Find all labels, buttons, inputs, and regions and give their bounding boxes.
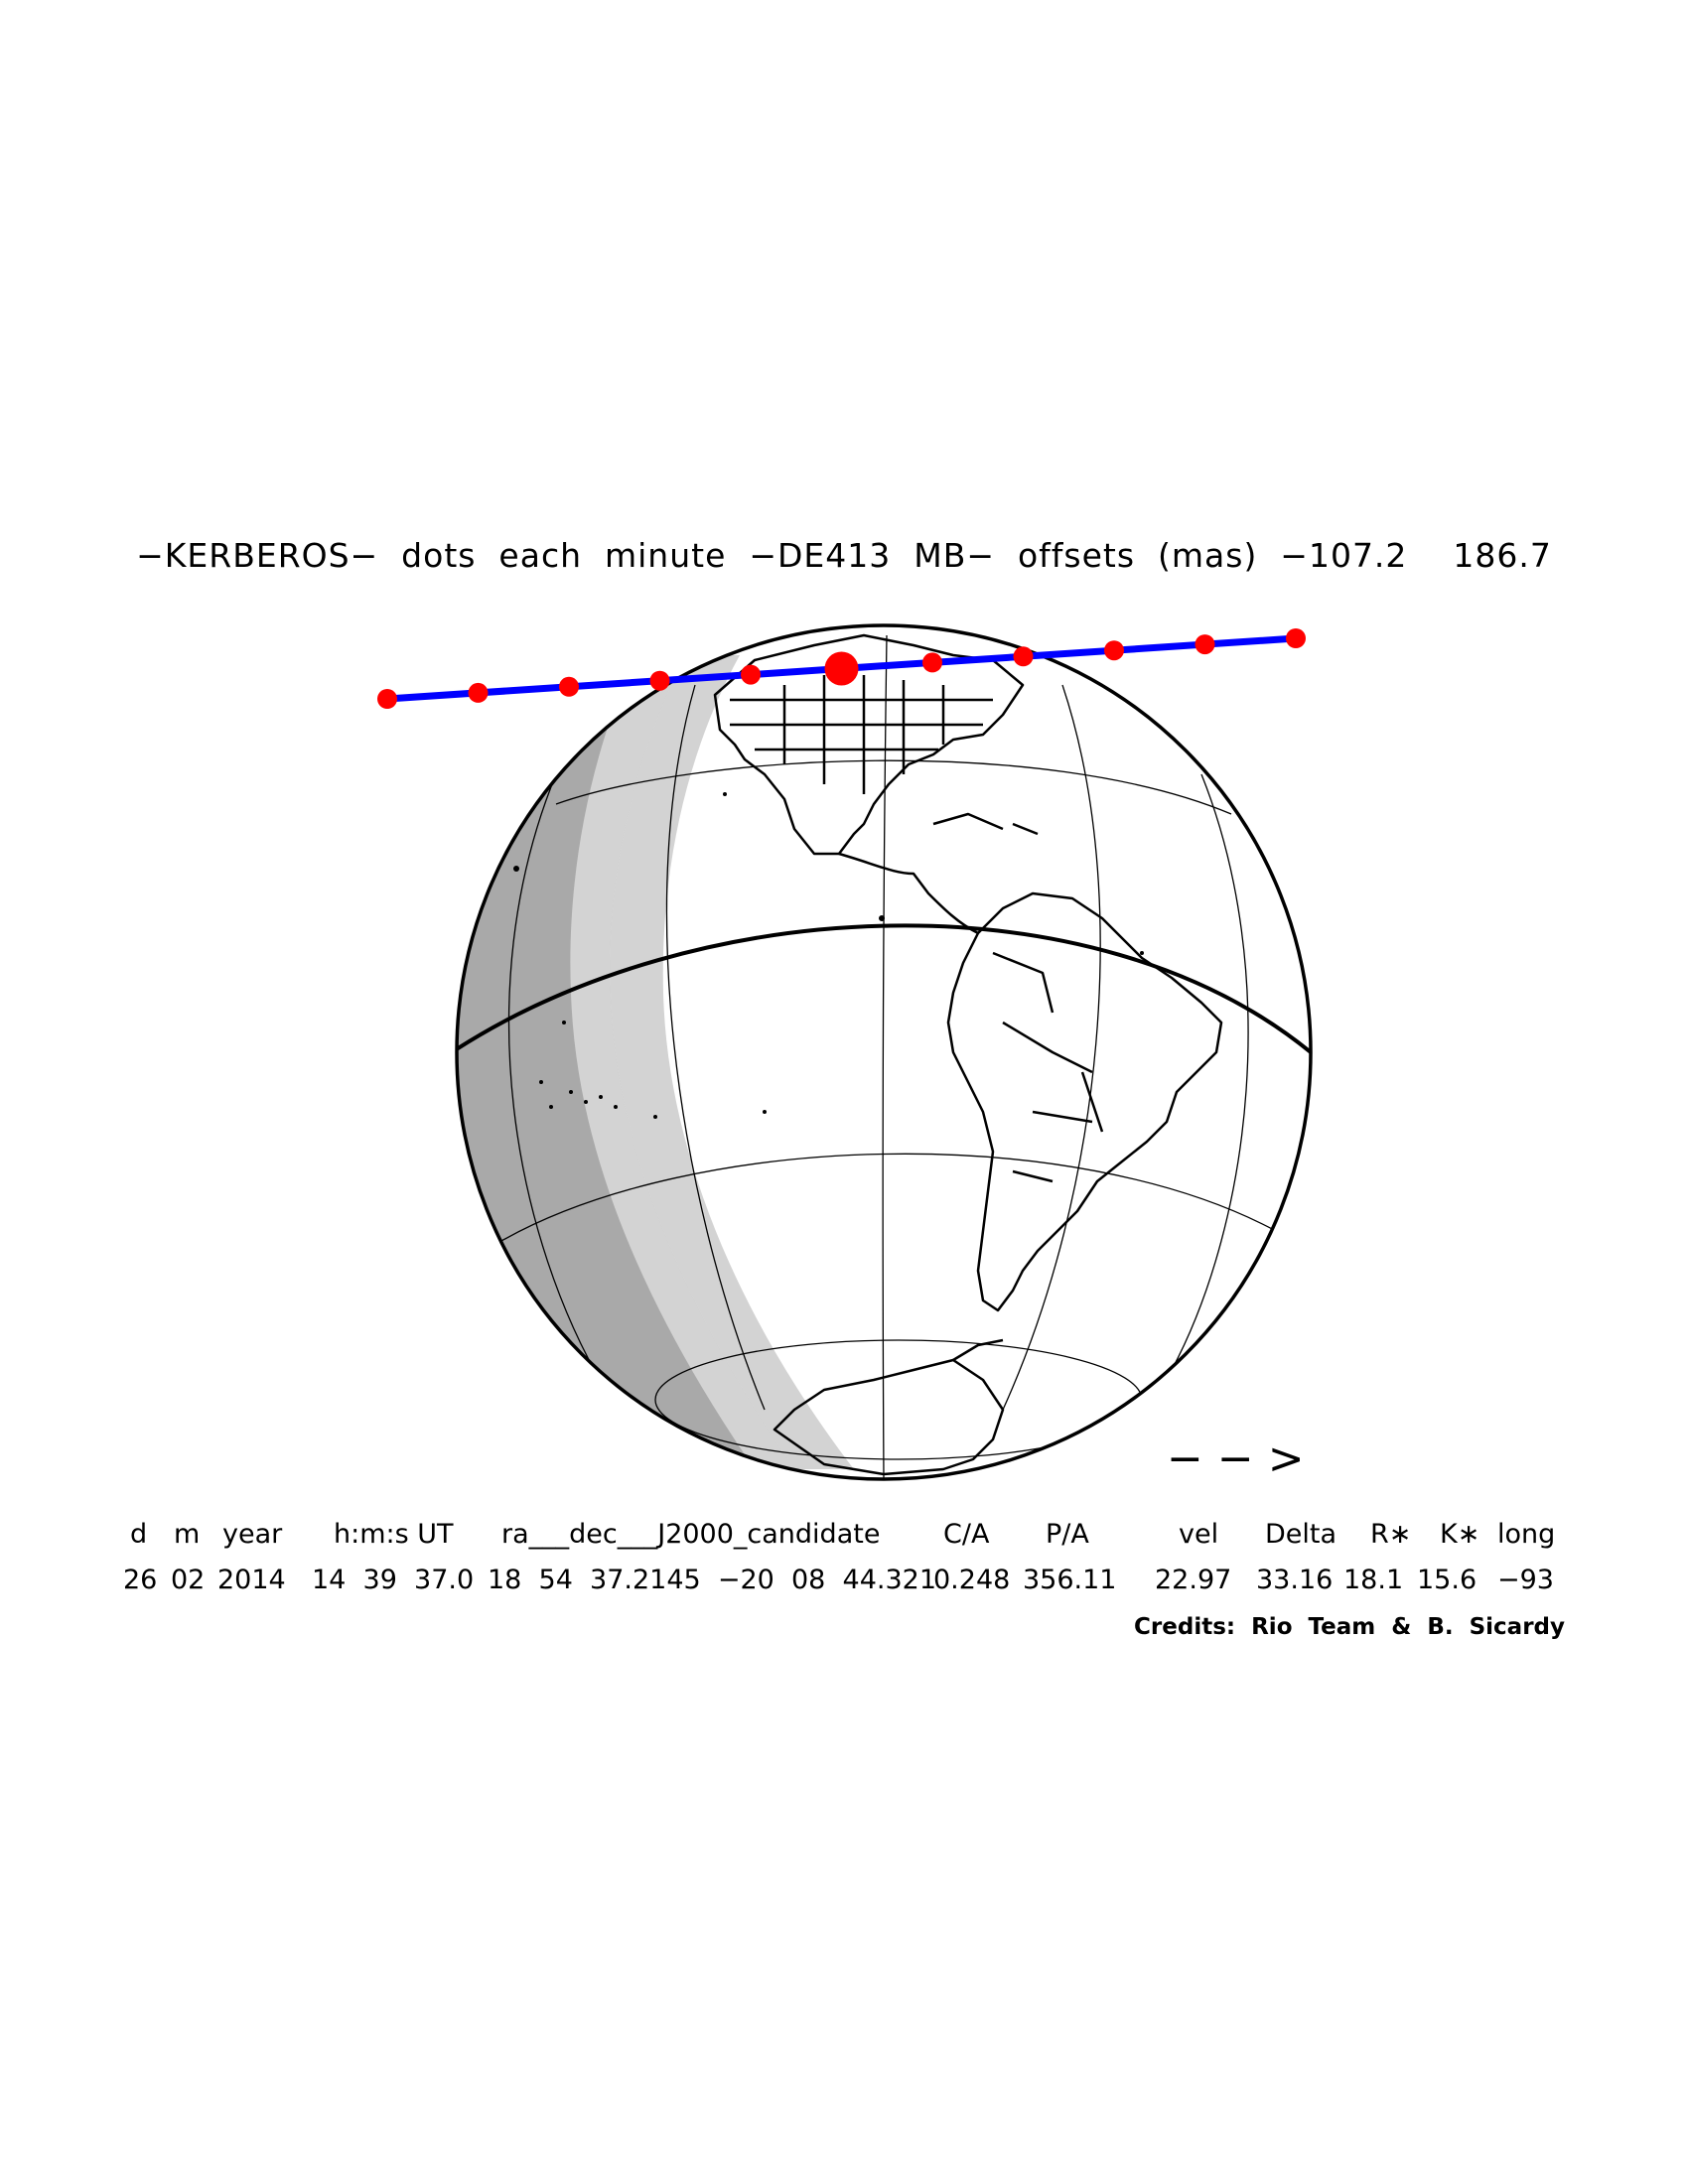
caribbean-outline [932, 812, 1039, 836]
header-long: long [1497, 1519, 1556, 1550]
minute-dots [377, 628, 1306, 709]
minute-dot [1104, 640, 1124, 661]
minute-dot [1286, 628, 1306, 648]
twilight-inner-zone [570, 655, 794, 1469]
coastlines [713, 633, 1223, 1476]
value-year: 2014 [217, 1565, 286, 1595]
south-america-borders [992, 951, 1104, 1183]
header-hms-ut: h:m:s UT [334, 1519, 454, 1550]
value-vel: 22.97 [1155, 1565, 1232, 1595]
us-states-grid [730, 675, 993, 794]
central-america-outline [838, 852, 979, 935]
night-shading [457, 655, 854, 1469]
north-america-outline [713, 633, 1025, 856]
header-m: m [174, 1519, 201, 1550]
meridian-line [1171, 773, 1249, 1371]
header-pa: P/A [1046, 1519, 1089, 1550]
twilight-zone [610, 655, 854, 1469]
minute-dot [649, 670, 670, 691]
meridian-line [507, 773, 607, 1391]
header-delta: Delta [1265, 1519, 1337, 1550]
parallel-line [500, 1153, 1277, 1242]
equator-line [457, 923, 1311, 1054]
meridian-line [882, 634, 888, 1479]
map-title: −KERBEROS− dots each minute −DE413 MB− o… [136, 536, 1552, 575]
header-vel: vel [1179, 1519, 1219, 1550]
night-zone [457, 655, 794, 1469]
value-m: 02 [171, 1565, 206, 1595]
value-hms-ut: 14 39 37.0 [312, 1565, 475, 1595]
header-r-star: R∗ [1370, 1519, 1412, 1550]
minute-dot [922, 652, 942, 673]
value-delta: 33.16 [1256, 1565, 1334, 1595]
south-america-outline [946, 891, 1223, 1312]
header-ra-dec: ra___dec___J2000_candidate [501, 1519, 881, 1550]
minute-dot [559, 676, 579, 697]
minute-dot [468, 682, 489, 703]
credits: Credits: Rio Team & B. Sicardy [1134, 1614, 1565, 1640]
header-ca: C/A [943, 1519, 990, 1550]
value-ra-dec: 18 54 37.2145 −20 08 44.321 [488, 1565, 936, 1595]
globe-outline [455, 623, 1313, 1481]
value-pa: 356.11 [1023, 1565, 1117, 1595]
value-ca: 0.248 [933, 1565, 1011, 1595]
minute-dot [1013, 646, 1034, 667]
direction-arrow: − − > [1167, 1433, 1305, 1484]
value-d: 26 [123, 1565, 158, 1595]
value-long: −93 [1497, 1565, 1554, 1595]
antarctic-peninsula-outline [952, 1338, 1004, 1362]
antarctica-outline [773, 1358, 1005, 1476]
value-k-star: 15.6 [1417, 1565, 1477, 1595]
central-minute-dot [824, 651, 859, 686]
value-r-star: 18.1 [1343, 1565, 1404, 1595]
header-year: year [222, 1519, 283, 1550]
meridian-line [1002, 684, 1101, 1411]
header-k-star: K∗ [1440, 1519, 1480, 1550]
meridian-line [665, 684, 766, 1411]
minute-dot [1195, 634, 1215, 655]
parallel-line [555, 759, 1232, 815]
minute-dot [741, 664, 761, 685]
header-d: d [130, 1519, 148, 1550]
islands [513, 792, 1144, 1119]
minute-dot [377, 689, 397, 709]
